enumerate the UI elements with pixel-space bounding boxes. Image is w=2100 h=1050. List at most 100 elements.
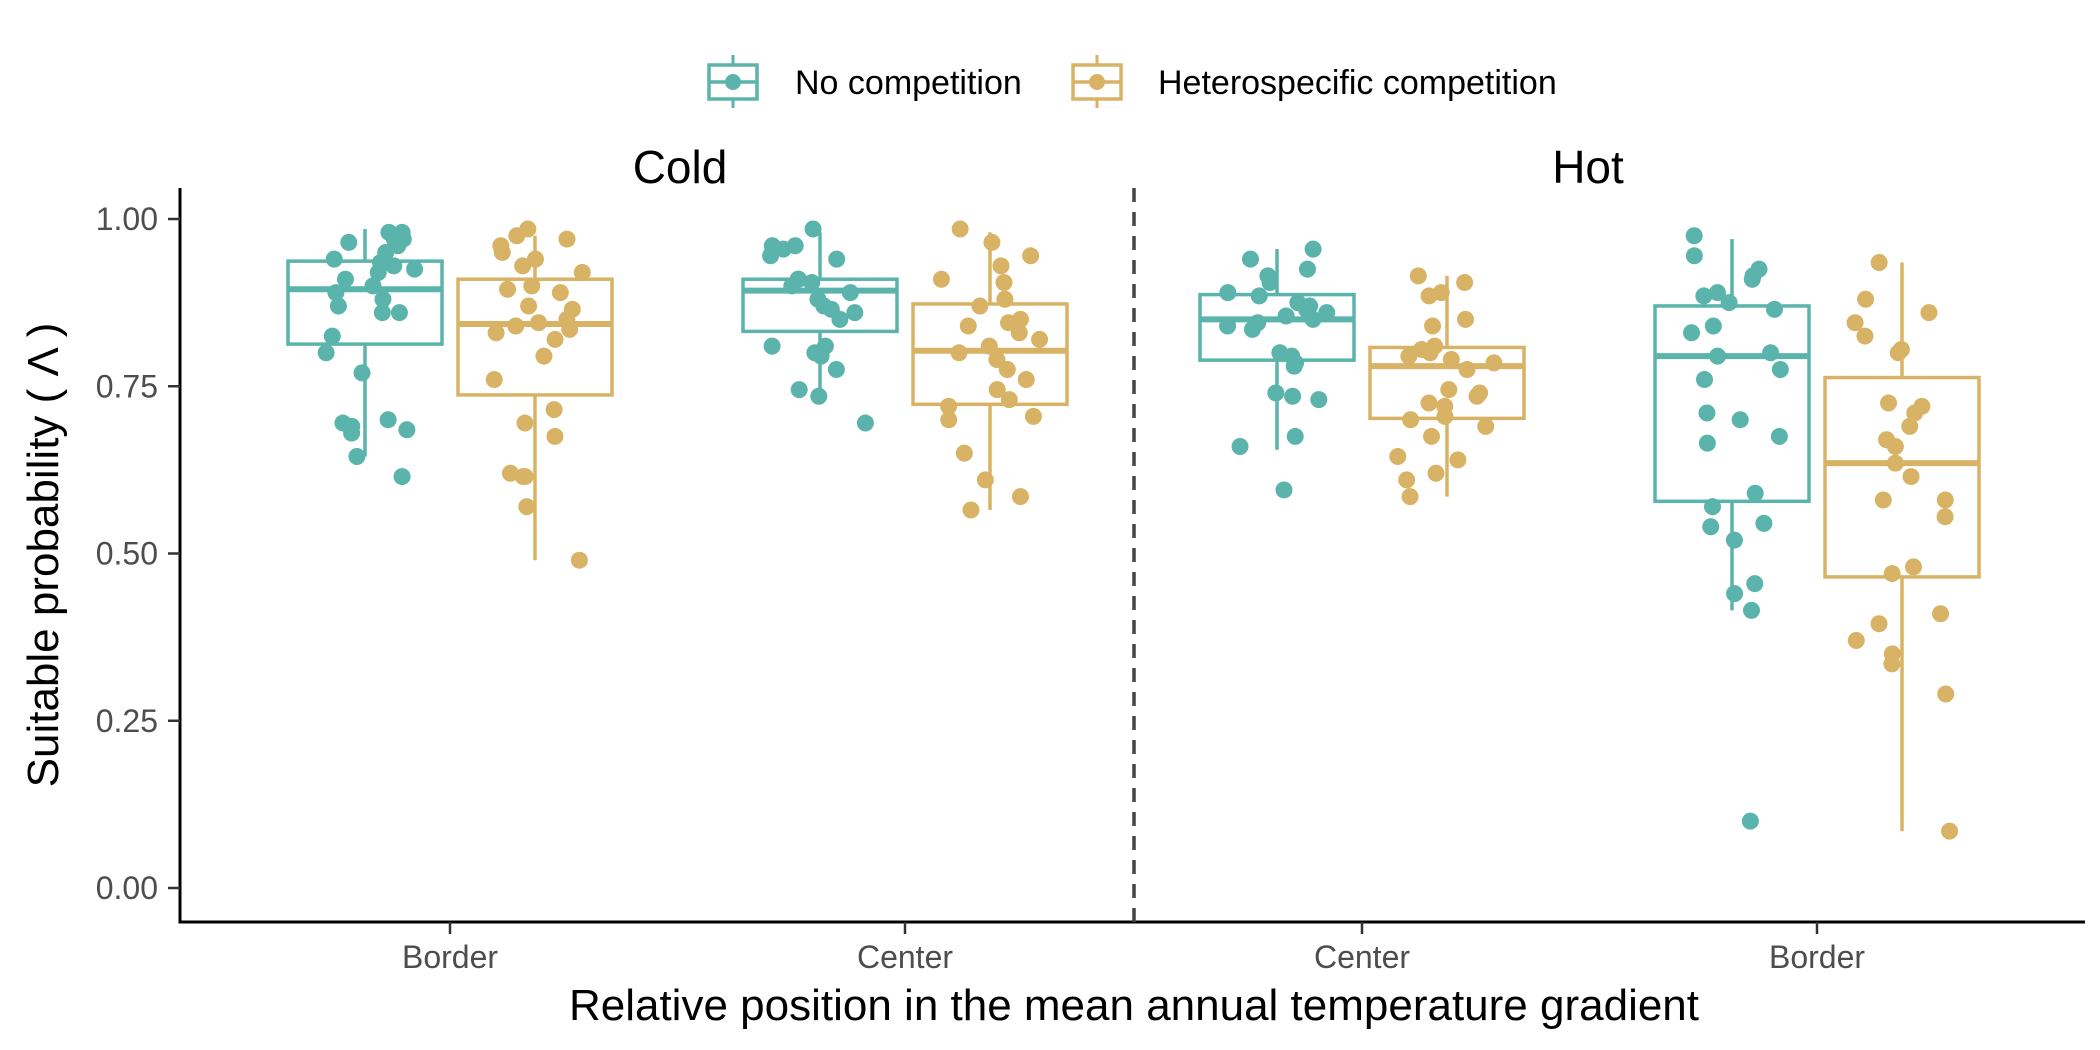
data-point [996,290,1014,308]
data-point [323,327,341,345]
data-point [1286,427,1304,445]
data-point [507,317,525,335]
data-point [831,310,849,328]
data-point [962,501,980,519]
data-point [1904,558,1922,576]
data-point [1937,685,1955,703]
data-point [959,317,977,335]
data-point [763,337,781,355]
data-point [1709,347,1727,365]
data-point [1219,284,1237,302]
data-point [1932,605,1950,623]
data-point [1024,407,1042,425]
data-point [1457,310,1475,328]
data-point [1000,314,1018,332]
facet-label-hot: Hot [1552,141,1624,193]
data-point [1901,417,1919,435]
data-point [980,337,998,355]
data-point [1298,260,1316,278]
data-point [1427,464,1445,482]
data-point [774,240,792,258]
data-point [492,237,510,255]
box-group-hot-border-heterospecific-competition [1823,253,1981,840]
data-point [1746,575,1764,593]
data-point [530,314,548,332]
data-point [1456,274,1474,292]
data-point [390,304,408,322]
legend-key-heterospecific-competition [1071,55,1123,108]
data-point [1420,394,1438,412]
data-point [570,551,588,569]
boxplot-groups [286,220,1981,840]
data-point [1261,274,1279,292]
data-point [1889,344,1907,362]
data-point [940,411,958,429]
box-iqr [456,277,614,397]
data-point [1846,314,1864,332]
data-point [545,401,563,419]
data-point [1765,300,1783,318]
data-point [1477,417,1495,435]
data-point [1731,411,1749,429]
data-point [1880,394,1898,412]
data-point [1402,411,1420,429]
data-point [1704,317,1722,335]
data-point [1422,427,1440,445]
y-axis-ticks: 0.00 0.25 0.50 0.75 1.00 [96,201,180,906]
data-point [1011,488,1029,506]
data-point [955,444,973,462]
data-point [393,468,411,486]
data-point [1304,310,1322,328]
data-point [1440,381,1458,399]
data-point [1400,347,1418,365]
box-group-cold-border-no-competition [286,223,444,486]
data-point [499,280,517,298]
data-point [856,414,874,432]
data-point [364,277,382,295]
data-point [1017,371,1035,389]
data-point [1010,324,1028,342]
data-point [810,387,828,405]
y-tick-label: 1.00 [96,201,158,237]
data-point [846,304,864,322]
data-point [551,284,569,302]
data-point [812,347,830,365]
data-point [1219,317,1237,335]
data-point [790,381,808,399]
data-point [1436,407,1454,425]
data-point [374,290,392,308]
data-point [1886,437,1904,455]
data-point [1704,498,1722,516]
box-group-hot-center-no-competition [1198,240,1356,499]
data-point [1685,247,1703,265]
data-point [508,227,526,245]
data-point [1420,287,1438,305]
data-point [1698,434,1716,452]
data-point [1241,250,1259,268]
data-point [1696,371,1714,389]
data-point [1683,324,1701,342]
data-point [1743,601,1761,619]
data-point [1920,304,1938,322]
data-point [951,220,969,238]
data-point [841,284,859,302]
data-point [379,411,397,429]
data-point [526,250,544,268]
data-point [1022,247,1040,265]
data-point [340,233,358,251]
data-point [1720,294,1738,312]
data-point [1746,484,1764,502]
data-point [1708,284,1726,302]
box-group-hot-center-heterospecific-competition [1368,267,1526,506]
data-point [516,468,534,486]
data-point [1695,287,1713,305]
data-point [1870,253,1888,271]
data-point [1743,270,1761,288]
data-point [828,250,846,268]
data-point [1409,267,1427,285]
data-point [1468,387,1486,405]
data-point [950,344,968,362]
data-point [1458,361,1476,379]
box-group-hot-border-no-competition [1653,227,1811,830]
